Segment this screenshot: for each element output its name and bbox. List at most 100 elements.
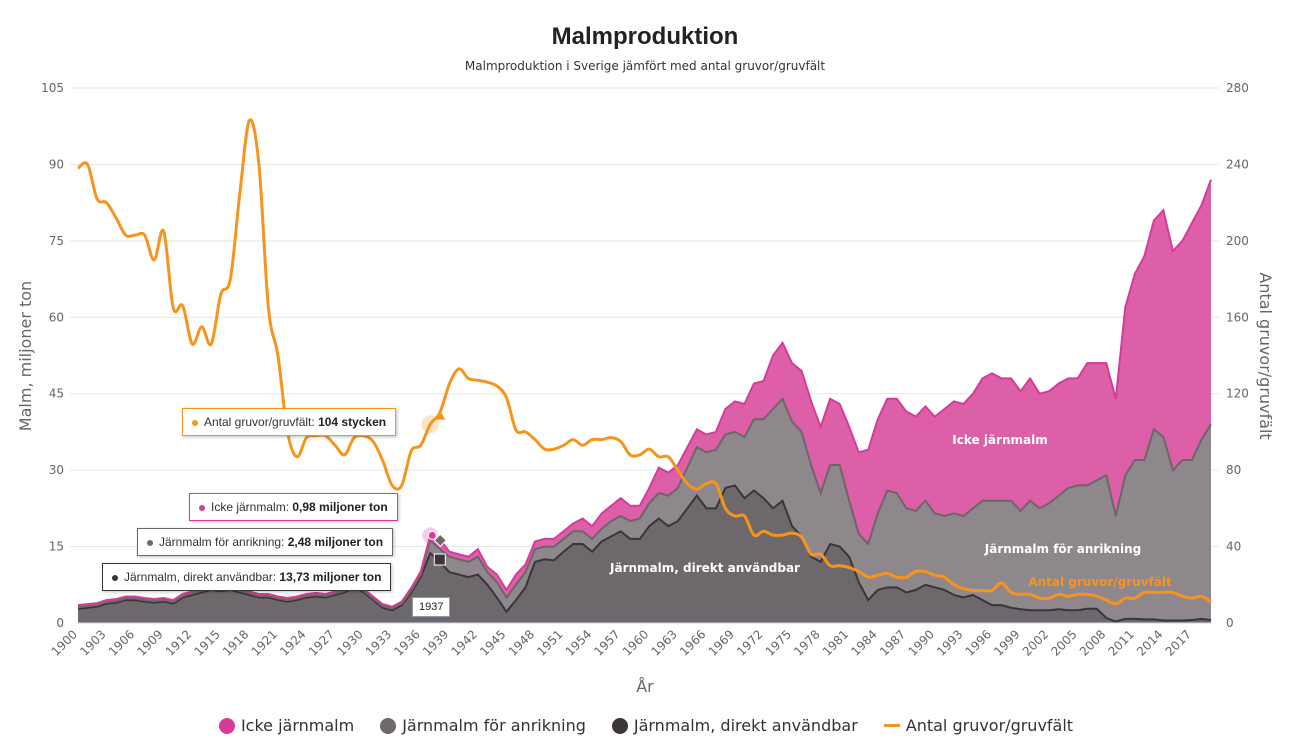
- x-tick-label: 1930: [334, 627, 365, 658]
- x-tick-label: 1954: [563, 627, 594, 658]
- x-crosshair-label: 1937: [412, 597, 451, 617]
- y-right-tick-label: 120: [1226, 387, 1249, 401]
- x-tick-label: 2008: [1077, 627, 1108, 658]
- inline-label-mines: Antal gruvor/gruvfält: [1028, 575, 1172, 589]
- x-tick-label: 1993: [934, 627, 965, 658]
- legend-item-direct[interactable]: Järnmalm, direkt användbar: [611, 716, 858, 735]
- x-tick-label: 1963: [648, 627, 679, 658]
- y-tick-label: 45: [49, 387, 64, 401]
- tooltip-anrikning: Järnmalm för anrikning: 2,48 miljoner to…: [137, 528, 394, 556]
- tooltip-label: Icke järnmalm:: [211, 500, 293, 514]
- y-tick-label: 15: [49, 540, 64, 554]
- tooltip-label: Järnmalm för anrikning:: [159, 535, 288, 549]
- y-tick-label: 105: [41, 81, 64, 95]
- x-tick-label: 1957: [591, 627, 622, 658]
- y-right-tick-label: 0: [1226, 616, 1234, 630]
- y-axis-left-title: Malm, miljoner ton: [16, 281, 35, 431]
- x-tick-label: 1999: [991, 627, 1022, 658]
- y-axis-left: 0 15 30 45 60 75 90 105: [41, 81, 64, 630]
- y-tick-label: 0: [56, 616, 64, 630]
- legend-label: Järnmalm för anrikning: [402, 716, 586, 735]
- y-right-tick-label: 240: [1226, 157, 1249, 171]
- tooltip-value: 0,98 miljoner ton: [292, 500, 388, 514]
- tooltip-direct: Järnmalm, direkt användbar: 13,73 miljon…: [102, 563, 392, 591]
- chart-subtitle: Malmproduktion i Sverige jämfört med ant…: [465, 59, 825, 73]
- x-tick-label: 2005: [1048, 627, 1079, 658]
- inline-label-direct: Järnmalm, direkt användbar: [609, 561, 800, 575]
- x-tick-label: 1987: [877, 627, 908, 658]
- x-axis: 1900190319061909191219151918192119241927…: [49, 627, 1194, 658]
- tooltip-mines: Antal gruvor/gruvfält: 104 stycken: [182, 408, 397, 436]
- tooltip-label: Antal gruvor/gruvfält:: [204, 415, 319, 429]
- hover-markers: [421, 410, 447, 566]
- legend-item-anrikning[interactable]: Järnmalm för anrikning: [380, 716, 586, 735]
- tooltip-icke: Icke järnmalm: 0,98 miljoner ton: [189, 493, 398, 521]
- x-tick-label: 2011: [1105, 627, 1136, 658]
- tooltip-value: 13,73 miljoner ton: [279, 570, 382, 584]
- legend-marker: [611, 717, 628, 734]
- x-tick-label: 1960: [620, 627, 651, 658]
- circle-marker-icon: [427, 530, 437, 540]
- area-järnmalm-direkt-användbar: [78, 485, 1211, 623]
- x-tick-label: 1948: [506, 627, 537, 658]
- x-tick-label: 1906: [106, 627, 137, 658]
- x-tick-label: 1933: [363, 627, 394, 658]
- area-line: [77, 179, 1212, 608]
- x-tick-label: 1900: [49, 627, 80, 658]
- x-tick-label: 1912: [163, 627, 194, 658]
- inline-label-icke: Icke järnmalm: [952, 433, 1047, 447]
- legend-label: Järnmalm, direkt användbar: [633, 716, 858, 735]
- y-tick-label: 30: [49, 463, 64, 477]
- area-line: [77, 484, 1212, 623]
- x-tick-label: 1903: [77, 627, 108, 658]
- x-tick-label: 1936: [391, 627, 422, 658]
- x-tick-label: 2017: [1163, 627, 1194, 658]
- y-tick-label: 60: [49, 310, 64, 324]
- hover-halo: [421, 415, 440, 434]
- x-tick-label: 2014: [1134, 627, 1165, 658]
- x-tick-label: 1939: [420, 627, 451, 658]
- x-tick-label: 1975: [763, 627, 794, 658]
- chart-title: Malmproduktion: [552, 23, 739, 50]
- y-right-tick-label: 40: [1226, 540, 1241, 554]
- y-axis-right: 0 40 80 120 160 200 240 280: [1226, 81, 1249, 630]
- inline-label-anrikning: Järnmalm för anrikning: [984, 542, 1141, 556]
- x-tick-label: 1969: [706, 627, 737, 658]
- x-tick-label: 1921: [249, 627, 280, 658]
- y-right-tick-label: 80: [1226, 463, 1241, 477]
- x-tick-label: 1945: [477, 627, 508, 658]
- legend-marker: [380, 717, 397, 734]
- y-right-tick-label: 160: [1226, 310, 1249, 324]
- x-tick-label: 1942: [449, 627, 480, 658]
- legend-label: Icke järnmalm: [240, 716, 355, 735]
- y-tick-label: 90: [49, 157, 64, 171]
- legend-item-icke[interactable]: Icke järnmalm: [218, 716, 355, 735]
- x-tick-label: 1966: [677, 627, 708, 658]
- tooltip-label: Järnmalm, direkt användbar:: [124, 570, 280, 584]
- y-right-tick-label: 280: [1226, 81, 1249, 95]
- x-tick-label: 1918: [220, 627, 251, 658]
- x-tick-label: 1924: [277, 627, 308, 658]
- line-antal-gruvor: [77, 118, 1212, 606]
- x-tick-label: 1996: [963, 627, 994, 658]
- legend-marker: [218, 717, 235, 734]
- y-tick-label: 75: [49, 234, 64, 248]
- square-marker-icon: [433, 553, 446, 566]
- x-tick-label: 1990: [906, 627, 937, 658]
- x-axis-title: År: [636, 677, 654, 696]
- y-axis-right-title: Antal gruvor/gruvfält: [1256, 272, 1275, 439]
- legend-label: Antal gruvor/gruvfält: [905, 716, 1074, 735]
- area-line: [77, 396, 1212, 610]
- legend: Icke järnmalm Järnmalm för anrikning Jär…: [0, 716, 1292, 735]
- x-tick-label: 1951: [534, 627, 565, 658]
- x-tick-label: 2002: [1020, 627, 1051, 658]
- diamond-marker-icon: [433, 533, 447, 548]
- plot-areas: [77, 118, 1212, 623]
- legend-item-mines[interactable]: Antal gruvor/gruvfält: [883, 716, 1074, 735]
- x-tick-label: 1981: [820, 627, 851, 658]
- x-tick-label: 1984: [848, 627, 879, 658]
- x-tick-label: 1927: [306, 627, 337, 658]
- x-tick-label: 1909: [134, 627, 165, 658]
- gridlines: [70, 87, 1219, 548]
- triangle-marker-icon: [435, 410, 446, 420]
